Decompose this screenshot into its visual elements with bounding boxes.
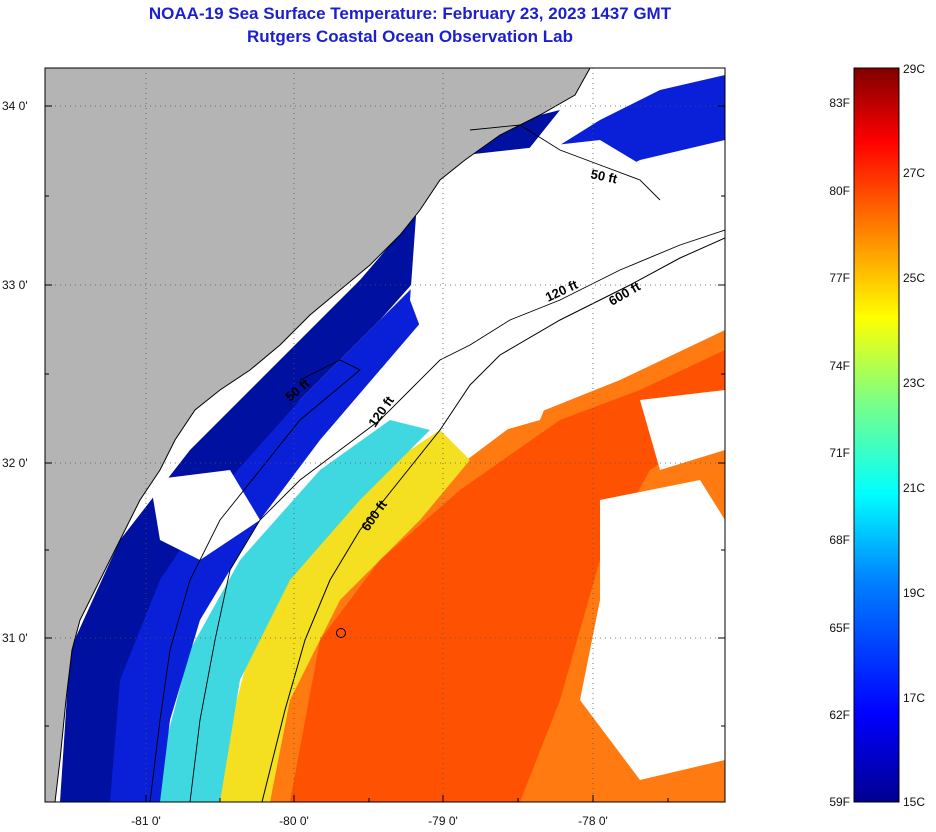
- lon-label-81: -81 0': [131, 814, 161, 828]
- cbar-f-77: 77F: [829, 271, 850, 285]
- cbar-f-83: 83F: [829, 96, 850, 110]
- gulf-stream-core: [290, 350, 725, 802]
- colorbar-fahrenheit-labels: 83F 80F 77F 74F 71F 68F 65F 62F 59F: [829, 96, 850, 809]
- coastline: [54, 68, 591, 802]
- cbar-c-21: 21C: [903, 481, 925, 495]
- cloud-patch: [410, 140, 720, 380]
- contour-600ft: [261, 237, 725, 802]
- cbar-f-65: 65F: [829, 621, 850, 635]
- cloud-patch: [640, 390, 725, 470]
- cbar-c-29: 29C: [903, 62, 925, 76]
- cbar-c-25: 25C: [903, 271, 925, 285]
- lon-label-79: -79 0': [428, 814, 458, 828]
- land-mass: [45, 68, 590, 802]
- deep-blue-nearshore: [60, 110, 560, 802]
- cbar-f-62: 62F: [829, 708, 850, 722]
- cbar-c-27: 27C: [903, 166, 925, 180]
- contour-50ft: [149, 124, 661, 802]
- lat-label-31: 31 0': [2, 631, 28, 645]
- cbar-f-59: 59F: [829, 795, 850, 809]
- blue-shelf: [80, 75, 725, 802]
- cbar-f-68: 68F: [829, 533, 850, 547]
- colorbar: [853, 67, 900, 803]
- contour-label-50ft-north: 50 ft: [589, 166, 619, 186]
- cloud-patch: [150, 470, 260, 560]
- cbar-f-71: 71F: [829, 446, 850, 460]
- map-frame: [44, 67, 726, 803]
- gridlines: [45, 68, 725, 802]
- location-marker: [336, 628, 346, 638]
- cloud-patch: [430, 370, 560, 440]
- lat-label-33: 33 0': [2, 278, 28, 292]
- map-subtitle: Rutgers Coastal Ocean Observation Lab: [247, 27, 573, 46]
- lon-label-78: -78 0': [578, 814, 608, 828]
- cbar-f-74: 74F: [829, 359, 850, 373]
- yellow-band: [210, 430, 470, 802]
- colorbar-celsius-labels: 29C 27C 25C 23C 21C 19C 17C 15C: [903, 62, 925, 809]
- lat-label-34: 34 0': [2, 99, 28, 113]
- cbar-c-17: 17C: [903, 691, 925, 705]
- cbar-c-15: 15C: [903, 795, 925, 809]
- lon-label-80: -80 0': [279, 814, 309, 828]
- map-title: NOAA-19 Sea Surface Temperature: Februar…: [148, 4, 672, 23]
- cloud-patch: [580, 480, 725, 780]
- cyan-band: [150, 420, 430, 802]
- lat-label-32: 32 0': [2, 456, 28, 470]
- tick-marks: [45, 105, 725, 802]
- cbar-c-23: 23C: [903, 376, 925, 390]
- cbar-f-80: 80F: [829, 184, 850, 198]
- cbar-c-19: 19C: [903, 586, 925, 600]
